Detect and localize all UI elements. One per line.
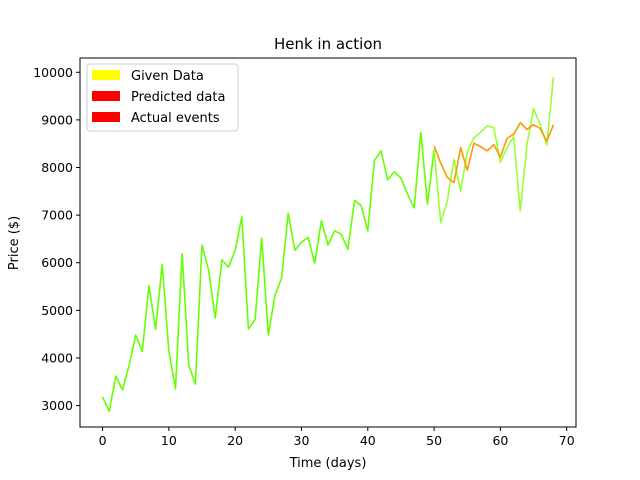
- x-tick-label: 70: [559, 433, 575, 448]
- series-layer: [101, 76, 555, 413]
- y-tick-label: 6000: [41, 255, 73, 270]
- legend-label: Predicted data: [131, 90, 225, 105]
- x-axis: 0 10 20 30 40 50 60 70: [99, 427, 575, 448]
- y-tick-label: 7000: [41, 208, 73, 223]
- x-tick-label: 10: [161, 433, 177, 448]
- y-tick-label: 9000: [41, 112, 73, 127]
- y-axis-label: Price ($): [7, 216, 22, 270]
- x-tick-label: 60: [492, 433, 508, 448]
- y-tick-label: 8000: [41, 160, 73, 175]
- legend-label: Given Data: [131, 69, 204, 84]
- legend-box: [86, 63, 239, 132]
- y-tick-label: 3000: [41, 398, 73, 413]
- series-line-3: [433, 121, 555, 184]
- legend: Given Data Predicted data Actual events: [86, 63, 239, 132]
- legend-label: Actual events: [131, 111, 220, 126]
- y-tick-label: 4000: [41, 350, 73, 365]
- legend-swatch: [92, 91, 120, 101]
- series-line-2: [433, 76, 555, 224]
- axes-frame: [79, 57, 577, 428]
- y-axis: 3000 4000 5000 6000 7000 8000 9000 10000: [33, 65, 80, 413]
- x-tick-label: 40: [360, 433, 376, 448]
- x-tick-label: 30: [294, 433, 310, 448]
- x-tick-label: 0: [99, 433, 107, 448]
- legend-swatch: [92, 70, 120, 80]
- x-tick-label: 20: [227, 433, 243, 448]
- legend-swatch: [92, 112, 120, 122]
- chart-title: Henk in action: [274, 35, 382, 53]
- y-tick-label: 10000: [33, 65, 73, 80]
- series-line-1: [101, 131, 435, 413]
- y-tick-label: 5000: [41, 303, 73, 318]
- x-tick-label: 50: [426, 433, 442, 448]
- x-axis-label: Time (days): [289, 456, 367, 471]
